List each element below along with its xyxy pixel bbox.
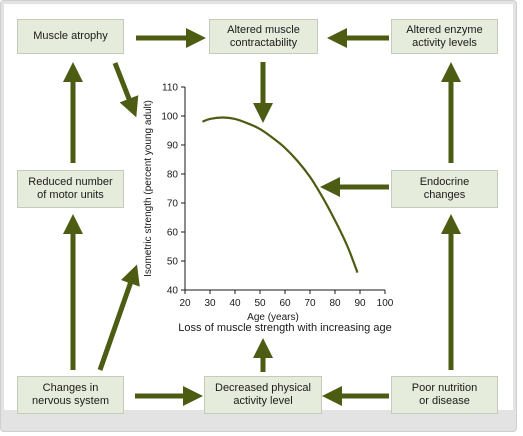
box-decreased-physical-activity: Decreased physical activity level (204, 376, 322, 414)
y-tick-label: 40 (167, 286, 179, 297)
y-tick-label: 110 (162, 83, 178, 94)
y-tick-label: 80 (167, 170, 179, 181)
x-tick-label: 30 (204, 298, 216, 309)
y-tick-label: 70 (167, 199, 179, 210)
box-reduced-motor-units: Reduced number of motor units (17, 170, 124, 208)
arrow-atrophy-to-chart (112, 62, 139, 118)
y-tick-label: 60 (167, 228, 179, 239)
y-tick-label: 100 (161, 112, 178, 123)
y-axis-title: Isometric strength (percent young adult) (143, 100, 154, 277)
y-tick-label: 90 (167, 141, 179, 152)
figure-frame: Muscle atrophy Altered muscle contractab… (0, 0, 517, 432)
chart-caption: Loss of muscle strength with increasing … (178, 322, 391, 334)
x-tick-label: 90 (354, 298, 366, 309)
x-tick-label: 70 (304, 298, 316, 309)
x-axis-title: Age (years) (247, 312, 299, 323)
box-muscle-atrophy: Muscle atrophy (17, 19, 124, 54)
strength-chart: 40 50 60 70 80 90 100 110 20 30 40 50 60 70 80 90 100 Age… (143, 83, 394, 324)
arrow-nervous-to-chart (97, 264, 140, 371)
box-altered-enzyme-activity: Altered enzyme activity levels (391, 19, 498, 54)
strength-curve (202, 116, 359, 274)
x-tick-label: 50 (254, 298, 266, 309)
x-tick-label: 20 (179, 298, 191, 309)
x-tick-label: 40 (229, 298, 241, 309)
x-tick-label: 100 (377, 298, 394, 309)
figure-caption-strip (1, 415, 518, 433)
box-poor-nutrition: Poor nutrition or disease (391, 376, 498, 414)
box-altered-muscle-contractability: Altered muscle contractability (209, 19, 318, 54)
box-changes-nervous-system: Changes in nervous system (17, 376, 124, 414)
diagram-svg: 40 50 60 70 80 90 100 110 20 30 40 50 60 70 80 90 100 Age… (63, 28, 461, 406)
y-tick-label: 50 (167, 257, 179, 268)
x-tick-label: 60 (279, 298, 291, 309)
x-tick-label: 80 (329, 298, 341, 309)
box-endocrine-changes: Endocrine changes (391, 170, 498, 208)
